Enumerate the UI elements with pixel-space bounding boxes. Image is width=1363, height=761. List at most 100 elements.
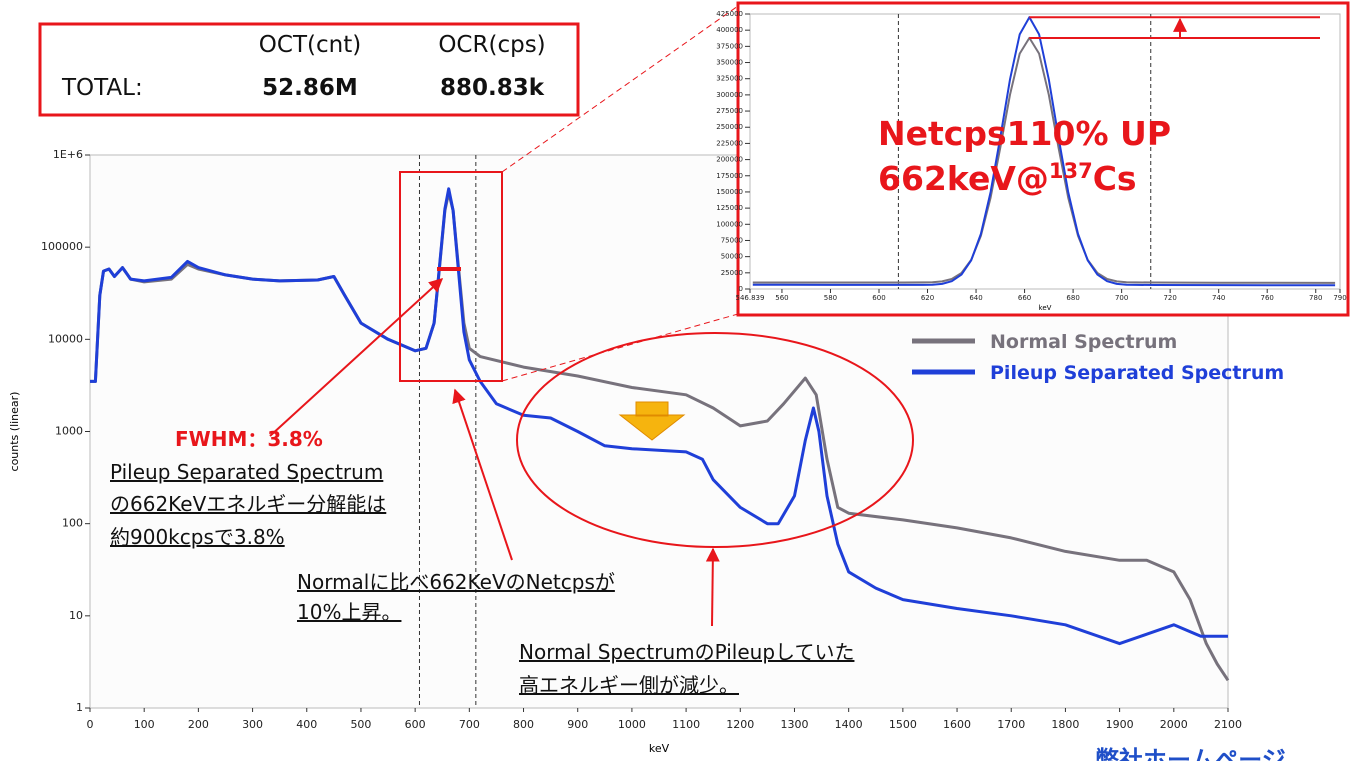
legend-label: Normal Spectrum xyxy=(990,331,1177,353)
y-tick-label: 350000 xyxy=(716,59,743,67)
y-tick-label: 150000 xyxy=(716,188,743,196)
y-tick-label: 250000 xyxy=(716,123,743,131)
stats-value: 52.86M xyxy=(262,75,358,101)
zoom-connector xyxy=(501,313,739,382)
x-tick-label: 800 xyxy=(513,718,534,731)
y-tick-label: 425000 xyxy=(716,10,743,18)
x-tick-label: 100 xyxy=(134,718,155,731)
x-tick-label: 600 xyxy=(872,294,885,302)
stats-header: OCR(cps) xyxy=(438,32,545,58)
source-text: 662keV@ xyxy=(878,159,1049,198)
fwhm-label: FWHM：3.8% xyxy=(175,427,323,451)
x-tick-label: 400 xyxy=(296,718,317,731)
y-tick-label: 275000 xyxy=(716,107,743,115)
y-axis-label: counts (linear) xyxy=(8,392,21,472)
x-tick-label: 1500 xyxy=(889,718,917,731)
stats-value: 880.83k xyxy=(440,75,545,101)
y-tick-label: 400000 xyxy=(716,26,743,34)
y-tick-label: 225000 xyxy=(716,139,743,147)
y-tick-label: 0 xyxy=(739,285,743,293)
stats-box xyxy=(38,22,580,117)
x-tick-label: 1400 xyxy=(835,718,863,731)
x-tick-label: 1000 xyxy=(618,718,646,731)
x-tick-label: 700 xyxy=(1115,294,1128,302)
pointer-arrow xyxy=(269,278,444,437)
annotation: 約900kcpsで3.8% xyxy=(110,525,285,549)
x-tick-label: 700 xyxy=(459,718,480,731)
x-axis-label: keV xyxy=(649,742,670,755)
series-line xyxy=(90,187,1228,646)
y-tick-label: 1E+6 xyxy=(53,148,83,161)
x-tick-label: 640 xyxy=(969,294,982,302)
footer-link[interactable]: 弊社ホームページ xyxy=(1095,746,1286,761)
x-tick-label: 660 xyxy=(1018,294,1031,302)
y-tick-label: 10000 xyxy=(48,332,83,345)
y-tick-label: 1000 xyxy=(55,425,83,438)
x-tick-label: 680 xyxy=(1066,294,1079,302)
y-tick-label: 75000 xyxy=(721,236,743,244)
x-tick-label: 900 xyxy=(567,718,588,731)
annotation: Normal SpectrumのPileupしていた xyxy=(519,640,854,664)
x-tick-label: 1600 xyxy=(943,718,971,731)
x-tick-label: 780 xyxy=(1309,294,1322,302)
x-tick-label: 1300 xyxy=(780,718,808,731)
x-tick-label: 740 xyxy=(1212,294,1225,302)
annotation: の662KeVエネルギー分解能は xyxy=(110,492,386,516)
y-tick-label: 100000 xyxy=(41,240,83,253)
x-tick-label: 546.839 xyxy=(736,294,765,302)
y-tick-label: 100 xyxy=(62,517,83,530)
x-tick-label: 0 xyxy=(87,718,94,731)
source-after: Cs xyxy=(1093,159,1137,198)
y-tick-label: 50000 xyxy=(721,253,743,261)
x-tick-label: 620 xyxy=(921,294,934,302)
annotation: 10%上昇。 xyxy=(297,600,401,624)
zoom-box xyxy=(399,171,503,382)
series-line xyxy=(752,36,1336,284)
inset-source: 662keV@137Cs xyxy=(878,159,1137,198)
y-tick-label: 325000 xyxy=(716,75,743,83)
highlight-ellipse xyxy=(516,332,914,548)
x-tick-label: 500 xyxy=(350,718,371,731)
x-tick-label: 2100 xyxy=(1214,718,1242,731)
x-tick-label: 560 xyxy=(775,294,788,302)
annotation: Pileup Separated Spectrum xyxy=(110,460,383,484)
x-tick-label: 760 xyxy=(1261,294,1274,302)
pointer-arrow xyxy=(452,388,513,561)
x-tick-label: 1900 xyxy=(1106,718,1134,731)
x-tick-label: 580 xyxy=(824,294,837,302)
y-tick-label: 100000 xyxy=(716,220,743,228)
y-tick-label: 300000 xyxy=(716,91,743,99)
x-tick-label: 790 xyxy=(1333,294,1346,302)
x-tick-label: 2000 xyxy=(1160,718,1188,731)
stats-row-label: TOTAL: xyxy=(61,75,143,101)
y-tick-label: 200000 xyxy=(716,156,743,164)
x-tick-label: 1700 xyxy=(997,718,1025,731)
y-tick-label: 25000 xyxy=(721,269,743,277)
x-tick-label: 1200 xyxy=(726,718,754,731)
y-tick-label: 375000 xyxy=(716,42,743,50)
pointer-arrow xyxy=(705,547,720,627)
series-line xyxy=(752,16,1336,287)
x-tick-label: 720 xyxy=(1163,294,1176,302)
x-tick-label: 1800 xyxy=(1051,718,1079,731)
inset-plot: 0 25000 50000 75000 100000 125000 150000 175000… xyxy=(716,10,1346,312)
y-tick-label: 125000 xyxy=(716,204,743,212)
annotation: 高エネルギー側が減少。 xyxy=(519,673,739,697)
annotation: Normalに比べ662KeVのNetcpsが xyxy=(297,570,615,594)
inset-headline: Netcps110% UP xyxy=(878,114,1171,153)
y-tick-label: 175000 xyxy=(716,172,743,180)
x-tick-label: 600 xyxy=(405,718,426,731)
source-sup: 137 xyxy=(1049,159,1093,183)
x-axis-label: keV xyxy=(1039,304,1052,312)
down-arrow xyxy=(618,401,686,441)
legend-label: Pileup Separated Spectrum xyxy=(990,362,1284,384)
x-tick-label: 1100 xyxy=(672,718,700,731)
stats-header: OCT(cnt) xyxy=(259,32,361,58)
zoom-connector xyxy=(501,5,739,173)
x-tick-label: 300 xyxy=(242,718,263,731)
y-tick-label: 10 xyxy=(69,609,83,622)
x-tick-label: 200 xyxy=(188,718,209,731)
